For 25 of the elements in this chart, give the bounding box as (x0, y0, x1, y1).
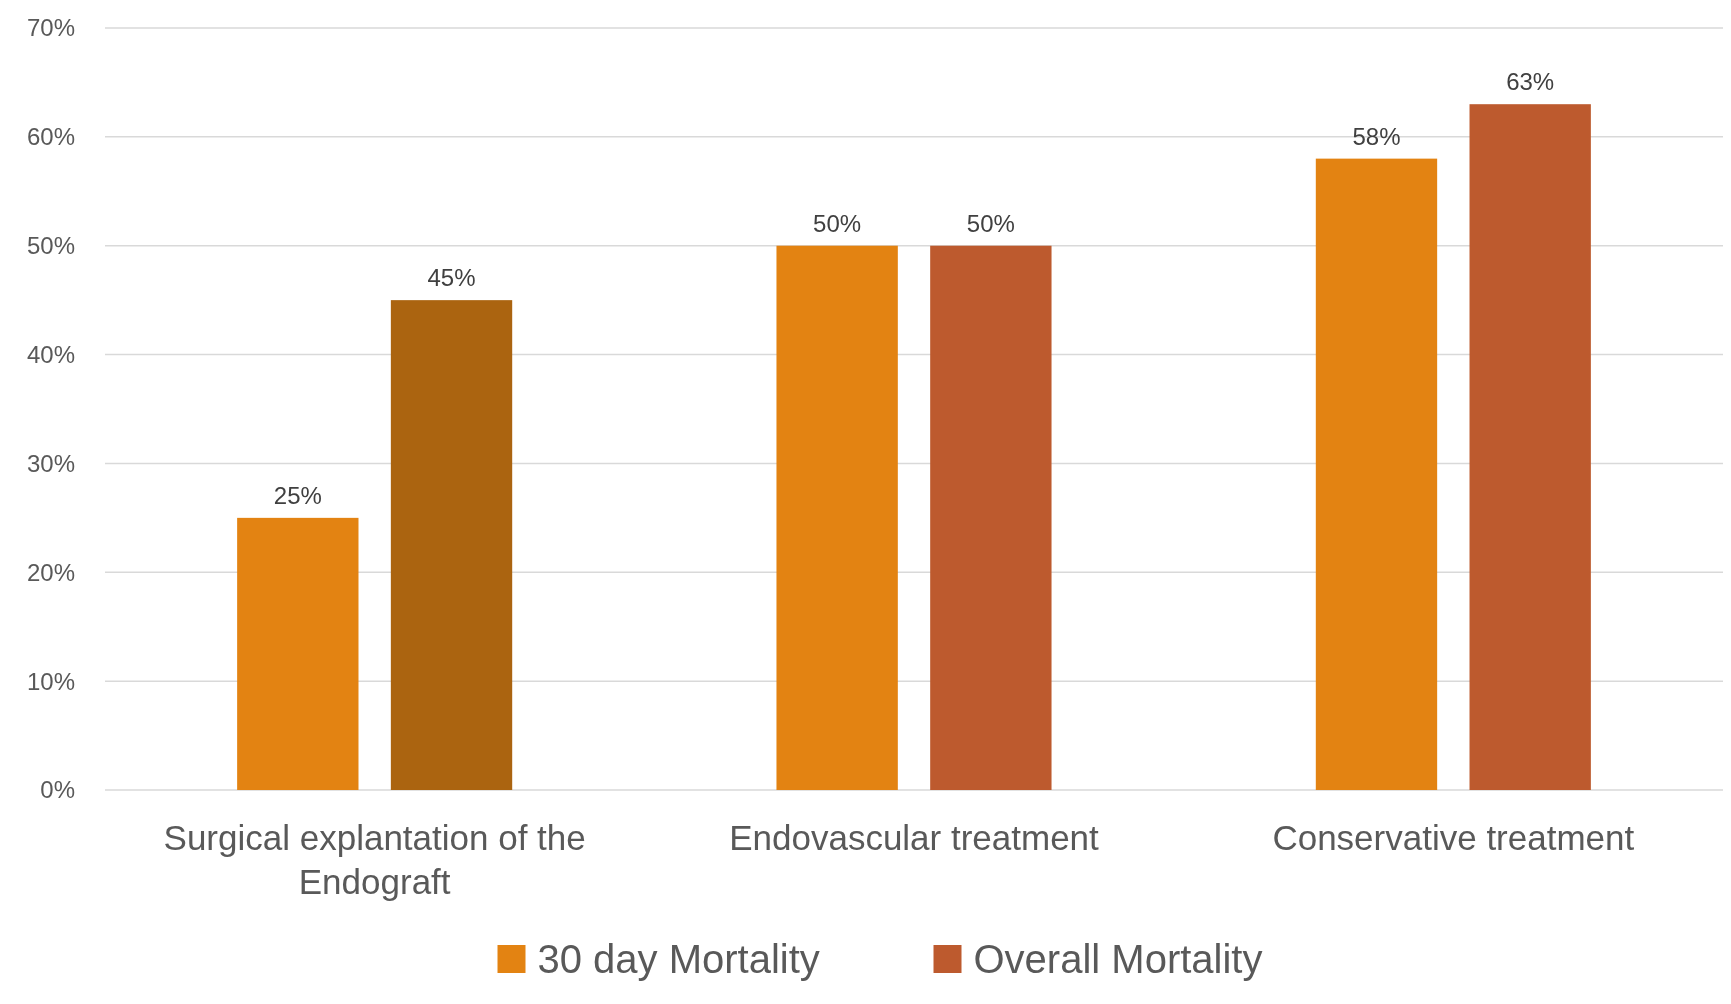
y-tick-label: 70% (26, 14, 75, 42)
y-tick-label: 50% (26, 232, 75, 260)
bar (930, 245, 1052, 790)
bar (237, 517, 359, 790)
y-tick-label: 60% (26, 123, 75, 151)
x-tick-label: Endovascular treatment (729, 818, 1100, 857)
data-label: 50% (966, 209, 1015, 237)
x-tick-label: Conservative treatment (1272, 818, 1635, 857)
data-label: 58% (1352, 122, 1401, 150)
bar (1315, 158, 1438, 790)
y-tick-label: 30% (26, 449, 75, 477)
data-label: 63% (1506, 68, 1555, 96)
legend-label: 30 day Mortality (537, 937, 820, 981)
bar (776, 245, 898, 790)
y-tick-label: 0% (40, 776, 75, 804)
x-tick-label: Surgical explantation of the Endograft (163, 818, 586, 901)
legend-label: Overall Mortality (973, 937, 1263, 981)
y-tick-label: 20% (26, 558, 75, 586)
bar (1469, 104, 1591, 790)
data-label: 45% (427, 264, 476, 292)
y-tick-label: 40% (26, 340, 75, 368)
data-label: 50% (813, 209, 862, 237)
data-label: 25% (273, 481, 322, 509)
y-tick-label: 10% (26, 667, 75, 695)
bar (390, 300, 513, 790)
